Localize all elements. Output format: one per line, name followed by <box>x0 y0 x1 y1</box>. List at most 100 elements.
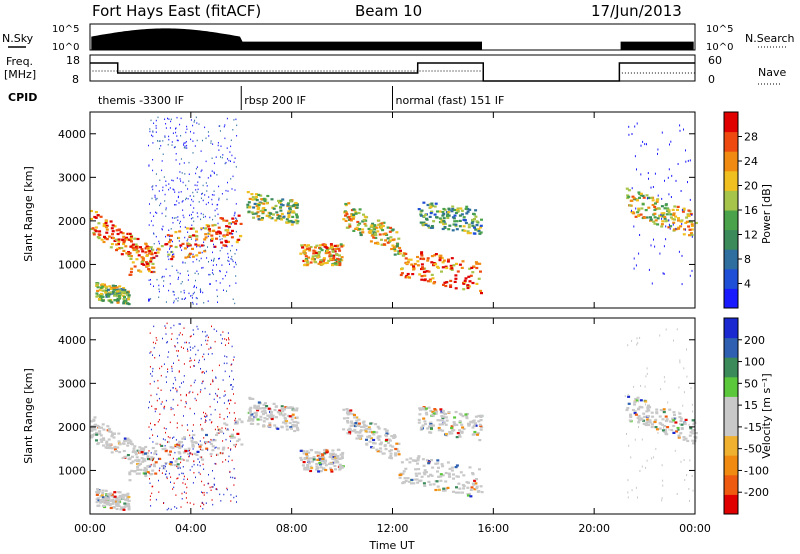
range-cell <box>150 220 152 222</box>
range-cell <box>200 344 202 346</box>
range-cell <box>442 412 446 415</box>
range-cell <box>201 427 203 430</box>
range-cell <box>177 442 181 445</box>
range-cell <box>272 402 276 405</box>
range-cell <box>217 428 221 431</box>
range-cell <box>176 458 178 460</box>
range-cell <box>221 156 223 159</box>
range-cell <box>690 233 694 237</box>
range-cell <box>205 420 207 422</box>
range-cell <box>678 416 682 419</box>
range-cell <box>199 443 203 446</box>
range-cell <box>336 461 340 464</box>
range-cell <box>173 189 175 191</box>
range-cell <box>339 453 343 456</box>
range-cell <box>445 281 449 284</box>
range-cell <box>110 227 114 230</box>
range-cell <box>165 184 167 187</box>
range-cell <box>216 432 220 435</box>
range-cell <box>158 242 160 245</box>
range-cell <box>224 390 226 392</box>
range-cell <box>646 372 648 375</box>
range-cell <box>664 380 666 383</box>
range-cell <box>161 212 163 215</box>
range-cell <box>179 163 181 165</box>
range-cell <box>110 435 114 438</box>
range-cell <box>307 451 311 454</box>
range-cell <box>213 439 217 442</box>
range-cell <box>694 432 698 435</box>
range-cell <box>643 415 647 418</box>
range-cell <box>678 411 680 414</box>
range-cell <box>428 460 431 463</box>
range-cell <box>384 239 388 242</box>
range-cell <box>189 214 190 217</box>
range-cell <box>451 207 455 211</box>
range-cell <box>235 417 236 420</box>
range-cell <box>146 465 150 468</box>
range-cell <box>99 215 103 218</box>
range-cell <box>190 138 192 141</box>
range-cell <box>389 449 393 452</box>
range-cell <box>281 410 285 413</box>
range-cell <box>201 251 203 254</box>
range-cell <box>148 270 151 273</box>
range-cell <box>384 448 388 451</box>
range-cell <box>424 422 427 426</box>
range-cell <box>151 248 155 251</box>
range-cell <box>204 387 206 390</box>
range-cell <box>215 237 218 240</box>
range-cell <box>261 211 265 214</box>
range-cell <box>344 214 347 217</box>
range-cell <box>211 157 213 159</box>
range-cell <box>169 239 172 242</box>
range-cell <box>194 285 195 287</box>
range-cell <box>164 462 168 465</box>
range-cell <box>398 476 402 479</box>
range-cell <box>319 455 323 458</box>
range-cell <box>157 116 159 119</box>
range-cell <box>265 405 269 408</box>
range-cell <box>477 230 481 233</box>
range-cell <box>358 222 362 225</box>
range-cell <box>113 448 117 451</box>
range-cell <box>422 215 426 218</box>
range-cell <box>219 249 221 252</box>
range-cell <box>176 269 178 272</box>
range-cell <box>400 461 404 464</box>
range-cell <box>182 261 184 263</box>
range-cell <box>289 219 293 223</box>
range-cell <box>331 264 334 267</box>
range-cell <box>148 406 150 409</box>
range-cell <box>447 411 451 414</box>
range-cell <box>412 267 416 270</box>
range-cell <box>641 438 643 441</box>
range-cell <box>206 257 208 259</box>
cpid-label: CPID <box>8 91 37 104</box>
range-cell <box>445 214 449 217</box>
range-cell <box>202 508 204 510</box>
range-cell <box>129 236 133 239</box>
range-cell <box>626 194 630 197</box>
range-cell <box>217 429 219 431</box>
range-cell <box>683 391 685 394</box>
range-cell <box>422 464 426 467</box>
range-cell <box>335 457 339 460</box>
range-cell <box>235 422 239 425</box>
range-cell <box>661 215 665 218</box>
range-cell <box>475 262 479 265</box>
range-cell <box>183 247 187 250</box>
range-cell <box>344 204 348 207</box>
range-cell <box>439 473 443 476</box>
range-cell <box>96 289 100 292</box>
range-cell <box>633 385 635 388</box>
range-cell <box>172 290 174 293</box>
range-cell <box>202 266 204 269</box>
range-cell <box>160 374 162 377</box>
range-cell <box>291 215 295 218</box>
range-cell <box>212 379 214 381</box>
range-cell <box>653 420 657 423</box>
range-cell <box>442 422 446 425</box>
range-cell <box>109 506 113 510</box>
range-cell <box>188 252 192 255</box>
